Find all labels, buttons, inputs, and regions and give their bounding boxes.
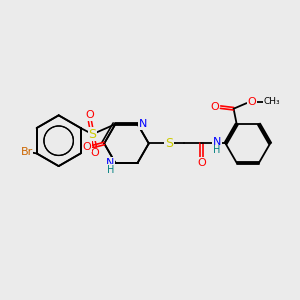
Text: O: O bbox=[85, 110, 94, 120]
Text: CH₃: CH₃ bbox=[264, 97, 280, 106]
Text: O: O bbox=[248, 97, 256, 106]
Text: N: N bbox=[213, 137, 221, 147]
Text: Br: Br bbox=[21, 147, 33, 157]
Text: O: O bbox=[91, 148, 99, 158]
Text: O: O bbox=[197, 158, 206, 168]
Text: H: H bbox=[107, 165, 114, 175]
Text: S: S bbox=[165, 137, 173, 150]
Text: O: O bbox=[82, 142, 91, 152]
Text: N: N bbox=[106, 158, 115, 168]
Text: N: N bbox=[138, 119, 147, 129]
Text: O: O bbox=[210, 102, 219, 112]
Text: S: S bbox=[88, 128, 96, 141]
Text: H: H bbox=[213, 145, 220, 155]
